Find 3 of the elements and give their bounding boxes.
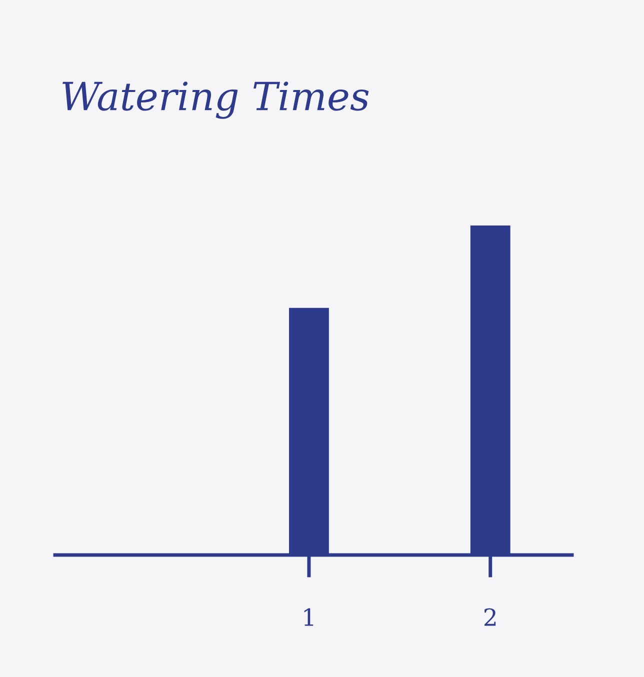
- x-tick-label: 2: [484, 608, 496, 626]
- chart-title: Watering Times: [62, 82, 369, 119]
- x-tick-label: 1: [304, 608, 314, 626]
